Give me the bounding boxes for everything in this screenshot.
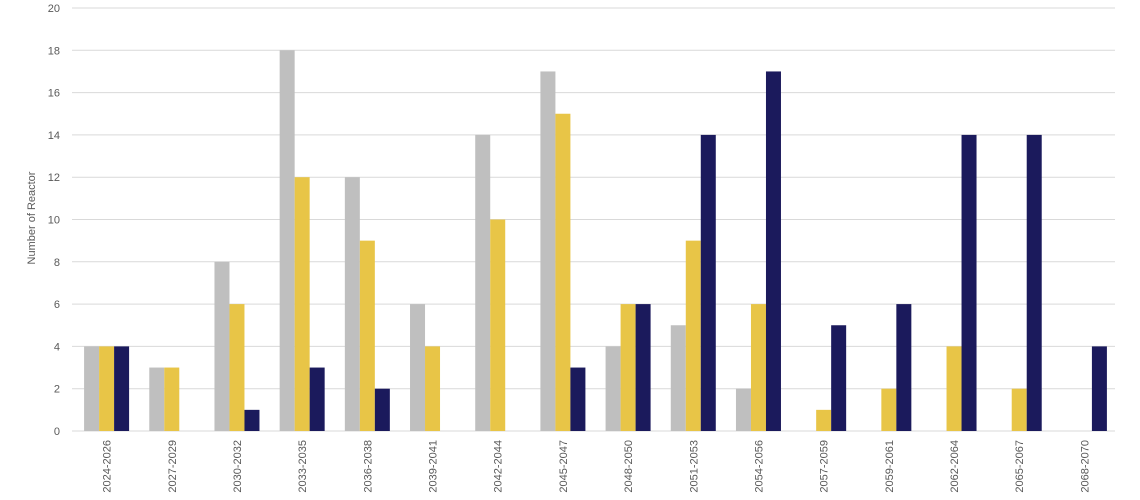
y-tick-label: 20	[48, 3, 60, 15]
x-tick-label: 2039-2041	[428, 440, 440, 493]
x-tick-label: 2024-2026	[102, 440, 114, 493]
y-tick-label: 0	[54, 426, 60, 438]
bar	[294, 177, 310, 431]
x-tick-label: 2036-2038	[362, 440, 374, 493]
bar	[765, 71, 781, 431]
bar	[946, 346, 962, 431]
y-tick-label: 4	[54, 341, 60, 353]
bar	[1091, 346, 1107, 431]
y-tick-label: 12	[48, 172, 60, 184]
bar	[229, 304, 245, 431]
bar	[620, 304, 636, 431]
bar	[490, 219, 506, 431]
bar	[816, 409, 832, 431]
bar	[670, 325, 686, 431]
bar	[374, 388, 390, 431]
bar	[164, 367, 180, 431]
bar	[896, 304, 912, 431]
bar	[881, 388, 897, 431]
x-tick-label: 2042-2044	[493, 440, 505, 493]
bar	[1011, 388, 1027, 431]
x-tick-label: 2045-2047	[558, 440, 570, 493]
y-tick-label: 18	[48, 45, 60, 57]
bar	[700, 134, 716, 431]
bar	[570, 367, 586, 431]
bar	[831, 325, 847, 431]
bar	[114, 346, 130, 431]
y-tick-label: 14	[48, 130, 60, 142]
y-tick-label: 16	[48, 88, 60, 100]
x-tick-label: 2065-2067	[1014, 440, 1026, 493]
y-axis-title: Number of Reactor	[26, 171, 38, 265]
bar	[605, 346, 621, 431]
bar	[635, 304, 651, 431]
bar	[149, 367, 165, 431]
x-tick-label: 2054-2056	[753, 440, 765, 493]
y-tick-label: 8	[54, 257, 60, 269]
bar	[1026, 134, 1042, 431]
bar	[410, 304, 426, 431]
bar	[344, 177, 360, 431]
bar	[540, 71, 556, 431]
x-tick-label: 2068-2070	[1079, 440, 1091, 493]
x-tick-label: 2027-2029	[167, 440, 179, 493]
x-tick-label: 2062-2064	[949, 440, 961, 493]
bar	[735, 388, 751, 431]
bar	[685, 240, 701, 431]
bar	[425, 346, 441, 431]
y-tick-label: 2	[54, 384, 60, 396]
bar	[475, 134, 491, 431]
x-tick-label: 2051-2053	[688, 440, 700, 493]
bar	[214, 261, 230, 431]
x-tick-label: 2030-2032	[232, 440, 244, 493]
bar	[750, 304, 766, 431]
bar	[99, 346, 115, 431]
bar	[84, 346, 100, 431]
x-tick-label: 2033-2035	[297, 440, 309, 493]
bar	[244, 409, 260, 431]
bar	[309, 367, 325, 431]
y-tick-label: 6	[54, 299, 60, 311]
x-tick-label: 2059-2061	[884, 440, 896, 493]
x-tick-label: 2057-2059	[819, 440, 831, 493]
bar	[961, 134, 977, 431]
bar	[279, 50, 295, 432]
y-tick-label: 10	[48, 215, 60, 227]
x-tick-label: 2048-2050	[623, 440, 635, 493]
bar	[359, 240, 375, 431]
bar	[555, 113, 571, 431]
